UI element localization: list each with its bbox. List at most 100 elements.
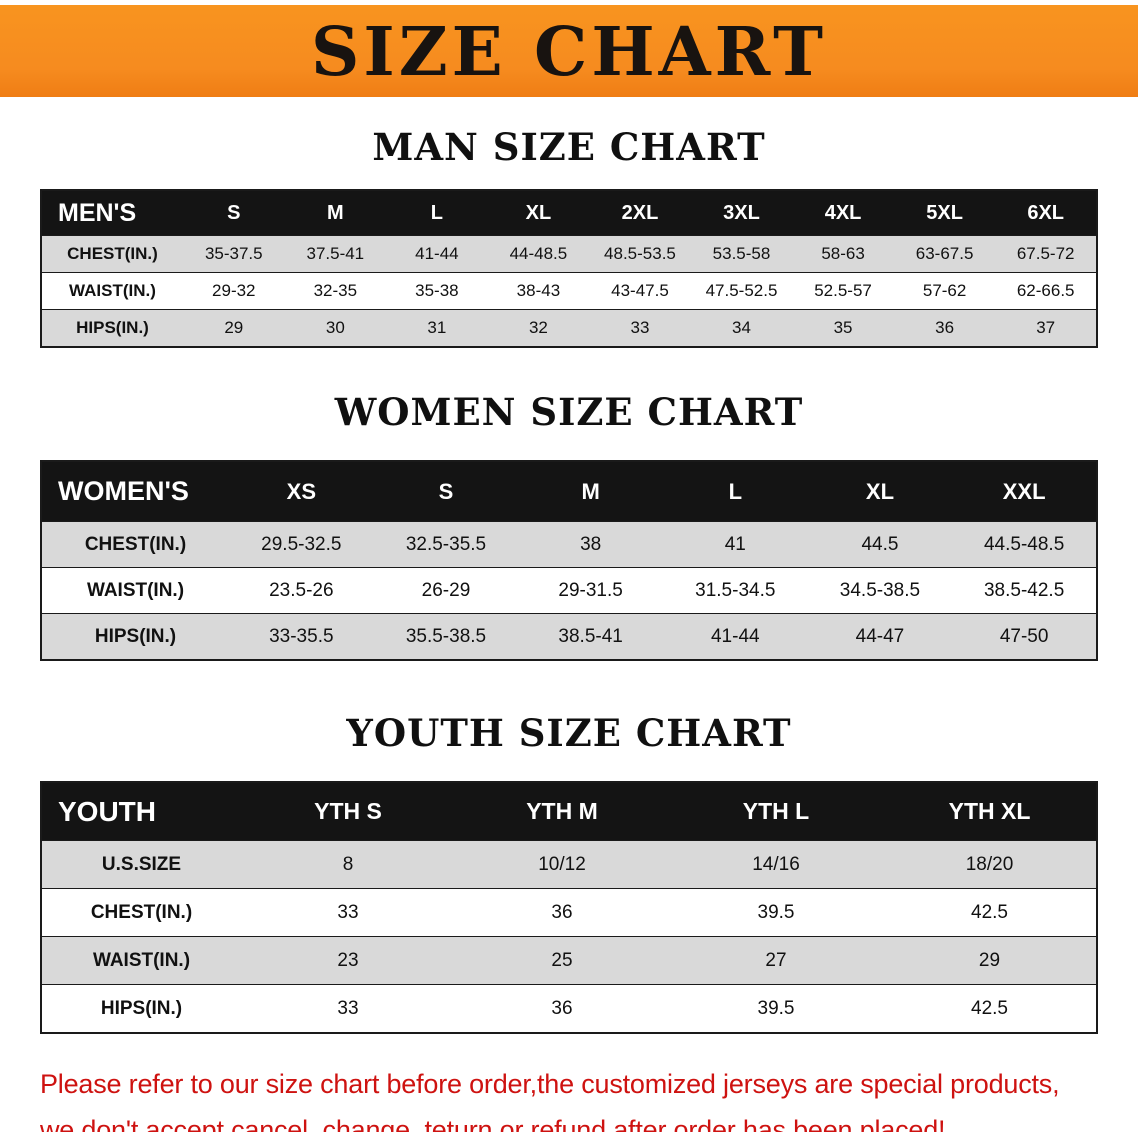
size-value: 38.5-41 [558,625,623,647]
row-label: WAIST(IN.) [92,949,191,971]
size-value: 41-44 [710,625,760,647]
size-column-header: YTH L [669,782,883,841]
size-value: 42.5 [971,901,1008,923]
table-title-cell: YOUTH [41,782,241,841]
mens-size-table: MEN'S S M L XL 2XL 3XL 4XL 5XL 6XL CHEST(IN.) 35-3… [40,189,1098,348]
size-column-header: XL [807,461,953,522]
table-row: CHEST(IN.) 35-37.5 37.5-41 41-44 44-48.5 48.5… [41,235,1097,273]
table-row: HIPS(IN.) 29 30 31 32 33 34 35 36 37 [41,309,1097,347]
size-value: 31 [427,318,447,337]
size-value: 38 [580,533,602,555]
man-size-chart-heading: MAN SIZE CHART [372,125,766,169]
size-value: 38-43 [516,281,561,300]
size-value: 52.5-57 [814,281,872,300]
size-value: 42.5 [971,997,1008,1019]
size-value: 44.5-48.5 [983,533,1065,555]
size-column-header: XXL [952,461,1097,522]
size-value: 29-32 [212,281,256,300]
size-column-header: XL [487,190,590,236]
youth-size-table: YOUTH YTH S YTH M YTH L YTH XL U.S.SIZE 8 10/1… [40,781,1098,1034]
size-value: 10/12 [538,853,586,875]
size-value: 27 [765,949,787,971]
size-value: 37.5-41 [306,244,365,263]
size-value: 33 [630,318,650,337]
size-value: 25 [551,949,573,971]
size-value: 35.5-38.5 [405,625,487,647]
table-row: U.S.SIZE 8 10/12 14/16 18/20 [41,840,1097,889]
size-value: 47-50 [999,625,1049,647]
size-column-header: 2XL [589,190,691,236]
mens-table-body: CHEST(IN.) 35-37.5 37.5-41 41-44 44-48.5 48.5… [41,235,1097,347]
size-value: 26-29 [421,579,471,601]
size-value: 33 [337,901,359,923]
mens-table-header-row: MEN'S S M L XL 2XL 3XL 4XL 5XL 6XL [41,190,1097,236]
row-label: HIPS(IN.) [94,625,177,647]
size-column-header: YTH XL [883,782,1097,841]
size-value: 41 [724,533,746,555]
size-value: 30 [325,318,345,337]
size-value: 35 [833,318,853,337]
table-title-cell: MEN'S [41,190,183,236]
size-value: 48.5-53.5 [604,244,676,263]
size-value: 29 [978,949,1001,971]
size-column-header: 4XL [792,190,894,236]
youth-size-chart-heading: YOUTH SIZE CHART [346,711,792,755]
size-value: 31.5-34.5 [695,579,776,601]
order-policy-note: Please refer to our size chart before or… [40,1062,1100,1132]
banner-title: SIZE CHART [310,11,827,91]
size-value: 29 [224,318,244,337]
order-policy-note-line-2: we don't accept cancel, change, teturn o… [40,1114,946,1132]
table-row: WAIST(IN.) 29-32 32-35 35-38 38-43 43-47.5 47.… [41,272,1097,310]
size-value: 36 [551,997,573,1019]
row-label: U.S.SIZE [101,853,182,875]
table-row: WAIST(IN.) 23 25 27 29 [41,936,1097,985]
womens-table-header-row: WOMEN'S XS S M L XL XXL [41,461,1097,522]
row-label: WAIST(IN.) [86,579,185,601]
size-column-header: L [386,190,488,236]
order-policy-note-line-1: Please refer to our size chart before or… [40,1069,1060,1099]
size-value: 38.5-42.5 [983,579,1065,601]
size-value: 33 [337,997,359,1019]
size-column-header: M [284,190,387,236]
size-chart-banner: SIZE CHART [0,5,1138,97]
size-value: 8 [342,853,354,875]
size-value: 34 [732,318,751,337]
size-column-header: 5XL [893,190,996,236]
size-value: 32 [528,318,548,337]
size-value: 57-62 [922,281,967,300]
table-row: CHEST(IN.) 33 36 39.5 42.5 [41,888,1097,937]
size-column-header: S [183,190,285,236]
youth-table-body: U.S.SIZE 8 10/12 14/16 18/20 CHEST(IN.) 33 36 39… [41,840,1097,1034]
size-value: 32-35 [313,281,358,300]
row-label: CHEST(IN.) [84,533,187,555]
table-row: HIPS(IN.) 33-35.5 35.5-38.5 38.5-41 41-44 44-… [41,613,1097,660]
size-value: 47.5-52.5 [705,281,778,300]
size-value: 35-37.5 [204,244,263,263]
size-value: 35-38 [415,281,459,300]
row-label: CHEST(IN.) [90,901,193,923]
size-column-header: M [518,461,663,522]
size-value: 39.5 [757,901,795,923]
size-value: 58-63 [821,244,865,263]
women-size-chart-heading: WOMEN SIZE CHART [334,390,804,434]
size-value: 29.5-32.5 [261,533,342,555]
row-label: HIPS(IN.) [76,318,149,337]
size-value: 37 [1036,318,1056,337]
size-column-header: XS [229,461,374,522]
size-value: 44-47 [855,625,905,647]
size-column-header: S [373,461,519,522]
womens-table-body: CHEST(IN.) 29.5-32.5 32.5-35.5 38 41 44.5 44.5… [41,521,1097,660]
row-label: WAIST(IN.) [69,281,156,300]
size-value: 34.5-38.5 [839,579,921,601]
size-value: 44-48.5 [509,244,568,263]
size-column-header: YTH S [241,782,455,841]
size-value: 67.5-72 [1016,244,1075,263]
size-value: 36 [551,901,573,923]
table-row: CHEST(IN.) 29.5-32.5 32.5-35.5 38 41 44.5 44.5… [41,521,1097,568]
table-title-cell: WOMEN'S [41,461,229,522]
size-value: 44.5 [861,533,899,555]
size-value: 39.5 [757,997,795,1019]
size-value: 33-35.5 [269,625,334,647]
size-value: 14/16 [752,853,800,875]
